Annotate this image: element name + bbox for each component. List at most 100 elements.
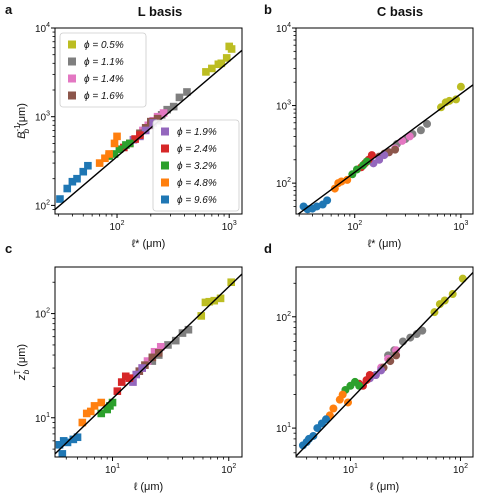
data-point [208, 64, 216, 73]
x-tick-label: 101 [105, 463, 120, 476]
data-point [169, 102, 178, 111]
series-4-8pct [78, 398, 106, 427]
data-point [171, 336, 180, 345]
legend-marker [161, 178, 169, 187]
data-point [97, 409, 106, 418]
data-point [375, 155, 384, 164]
series-9-6pct [299, 196, 332, 214]
x-axis-label: ℓ (μm) [370, 481, 399, 493]
data-point [73, 174, 81, 183]
data-point [138, 364, 146, 372]
data-point [178, 329, 187, 337]
axes-frame [54, 27, 243, 215]
legend-marker [161, 161, 169, 170]
series-0-5pct [437, 82, 465, 112]
data-point [398, 136, 407, 145]
data-point [132, 370, 141, 379]
data-point [125, 374, 134, 382]
y-tick-label: 104 [276, 22, 291, 35]
data-point [329, 404, 338, 413]
data-point [159, 109, 168, 117]
data-point [423, 119, 432, 128]
legend-marker [161, 144, 169, 153]
y-tick-label: 103 [276, 100, 291, 113]
data-point [82, 409, 91, 418]
data-point [418, 326, 427, 335]
x-axis-label: ℓ* (μm) [132, 238, 166, 250]
data-point [55, 441, 64, 449]
data-point [108, 398, 117, 407]
panel-b: b 102 103 102 103 104 ℓ* (μm) [264, 2, 474, 250]
data-points [55, 278, 236, 457]
series-4-8pct [325, 390, 352, 420]
series-9-6pct [56, 161, 92, 203]
panel-letter-d: d [264, 241, 272, 256]
legend-bottom-right: ϕ = 1.9% ϕ = 2.4% ϕ = 3.2% ϕ = 4.8% ϕ = 9.6% [152, 119, 240, 212]
data-point [131, 135, 139, 143]
data-point [156, 342, 165, 351]
legend-label: ϕ = 1.9% [177, 127, 217, 138]
legend-box [59, 32, 147, 108]
y-tick-label: 102 [35, 199, 50, 212]
data-point [322, 415, 331, 424]
data-point [197, 312, 206, 320]
legend-box [152, 119, 240, 212]
data-point [117, 378, 126, 386]
data-point [201, 298, 210, 307]
y-axis-label: B-1b(μm) [13, 103, 31, 139]
minor-ticks [293, 31, 457, 217]
data-point [69, 435, 78, 444]
legend-label: ϕ = 2.4% [177, 144, 217, 155]
legend-marker [161, 127, 169, 136]
data-point [365, 370, 374, 379]
data-point [227, 278, 236, 287]
data-points [299, 82, 465, 214]
data-point [113, 387, 122, 395]
legend-label: ϕ = 0.5% [84, 40, 124, 51]
legend-marker [68, 74, 76, 83]
data-point [113, 132, 121, 141]
data-point [150, 347, 159, 356]
data-point [371, 370, 380, 379]
data-point [136, 131, 144, 139]
data-point [97, 398, 106, 407]
data-point [405, 132, 414, 141]
data-point [101, 154, 109, 163]
data-point [377, 366, 386, 375]
y-axis-label: zTb(μm) [13, 344, 31, 381]
data-point [338, 390, 347, 399]
data-point [452, 95, 461, 104]
data-point [184, 325, 193, 334]
data-point [416, 126, 425, 135]
data-point [59, 437, 68, 445]
data-point [105, 150, 113, 158]
data-point [202, 68, 210, 76]
panel-letter-b: b [264, 2, 272, 17]
legend-label: ϕ = 1.1% [84, 57, 124, 68]
legend-label: ϕ = 9.6% [177, 195, 217, 206]
series-0-5pct [430, 274, 467, 317]
y-tick-label: 102 [276, 177, 291, 190]
series-1-9pct [129, 364, 146, 386]
legend-marker [68, 57, 76, 66]
data-point [440, 296, 449, 305]
legend-top-left: ϕ = 0.5% ϕ = 1.1% ϕ = 1.4% ϕ = 1.6% [59, 32, 147, 108]
x-tick-label: 102 [110, 220, 125, 233]
data-point [456, 82, 465, 91]
y-tick-label: 102 [35, 308, 50, 321]
x-axis-label: ℓ (μm) [134, 481, 163, 493]
legend-label: ϕ = 3.2% [177, 161, 217, 172]
data-point [222, 54, 231, 62]
data-point [380, 151, 389, 160]
data-point [115, 145, 124, 154]
x-tick-label: 102 [347, 220, 362, 233]
data-point [309, 431, 318, 440]
legend-label: ϕ = 1.4% [84, 74, 124, 85]
legend-marker [68, 91, 76, 100]
panel-letter-a: a [5, 2, 13, 17]
legend-marker [68, 40, 76, 49]
